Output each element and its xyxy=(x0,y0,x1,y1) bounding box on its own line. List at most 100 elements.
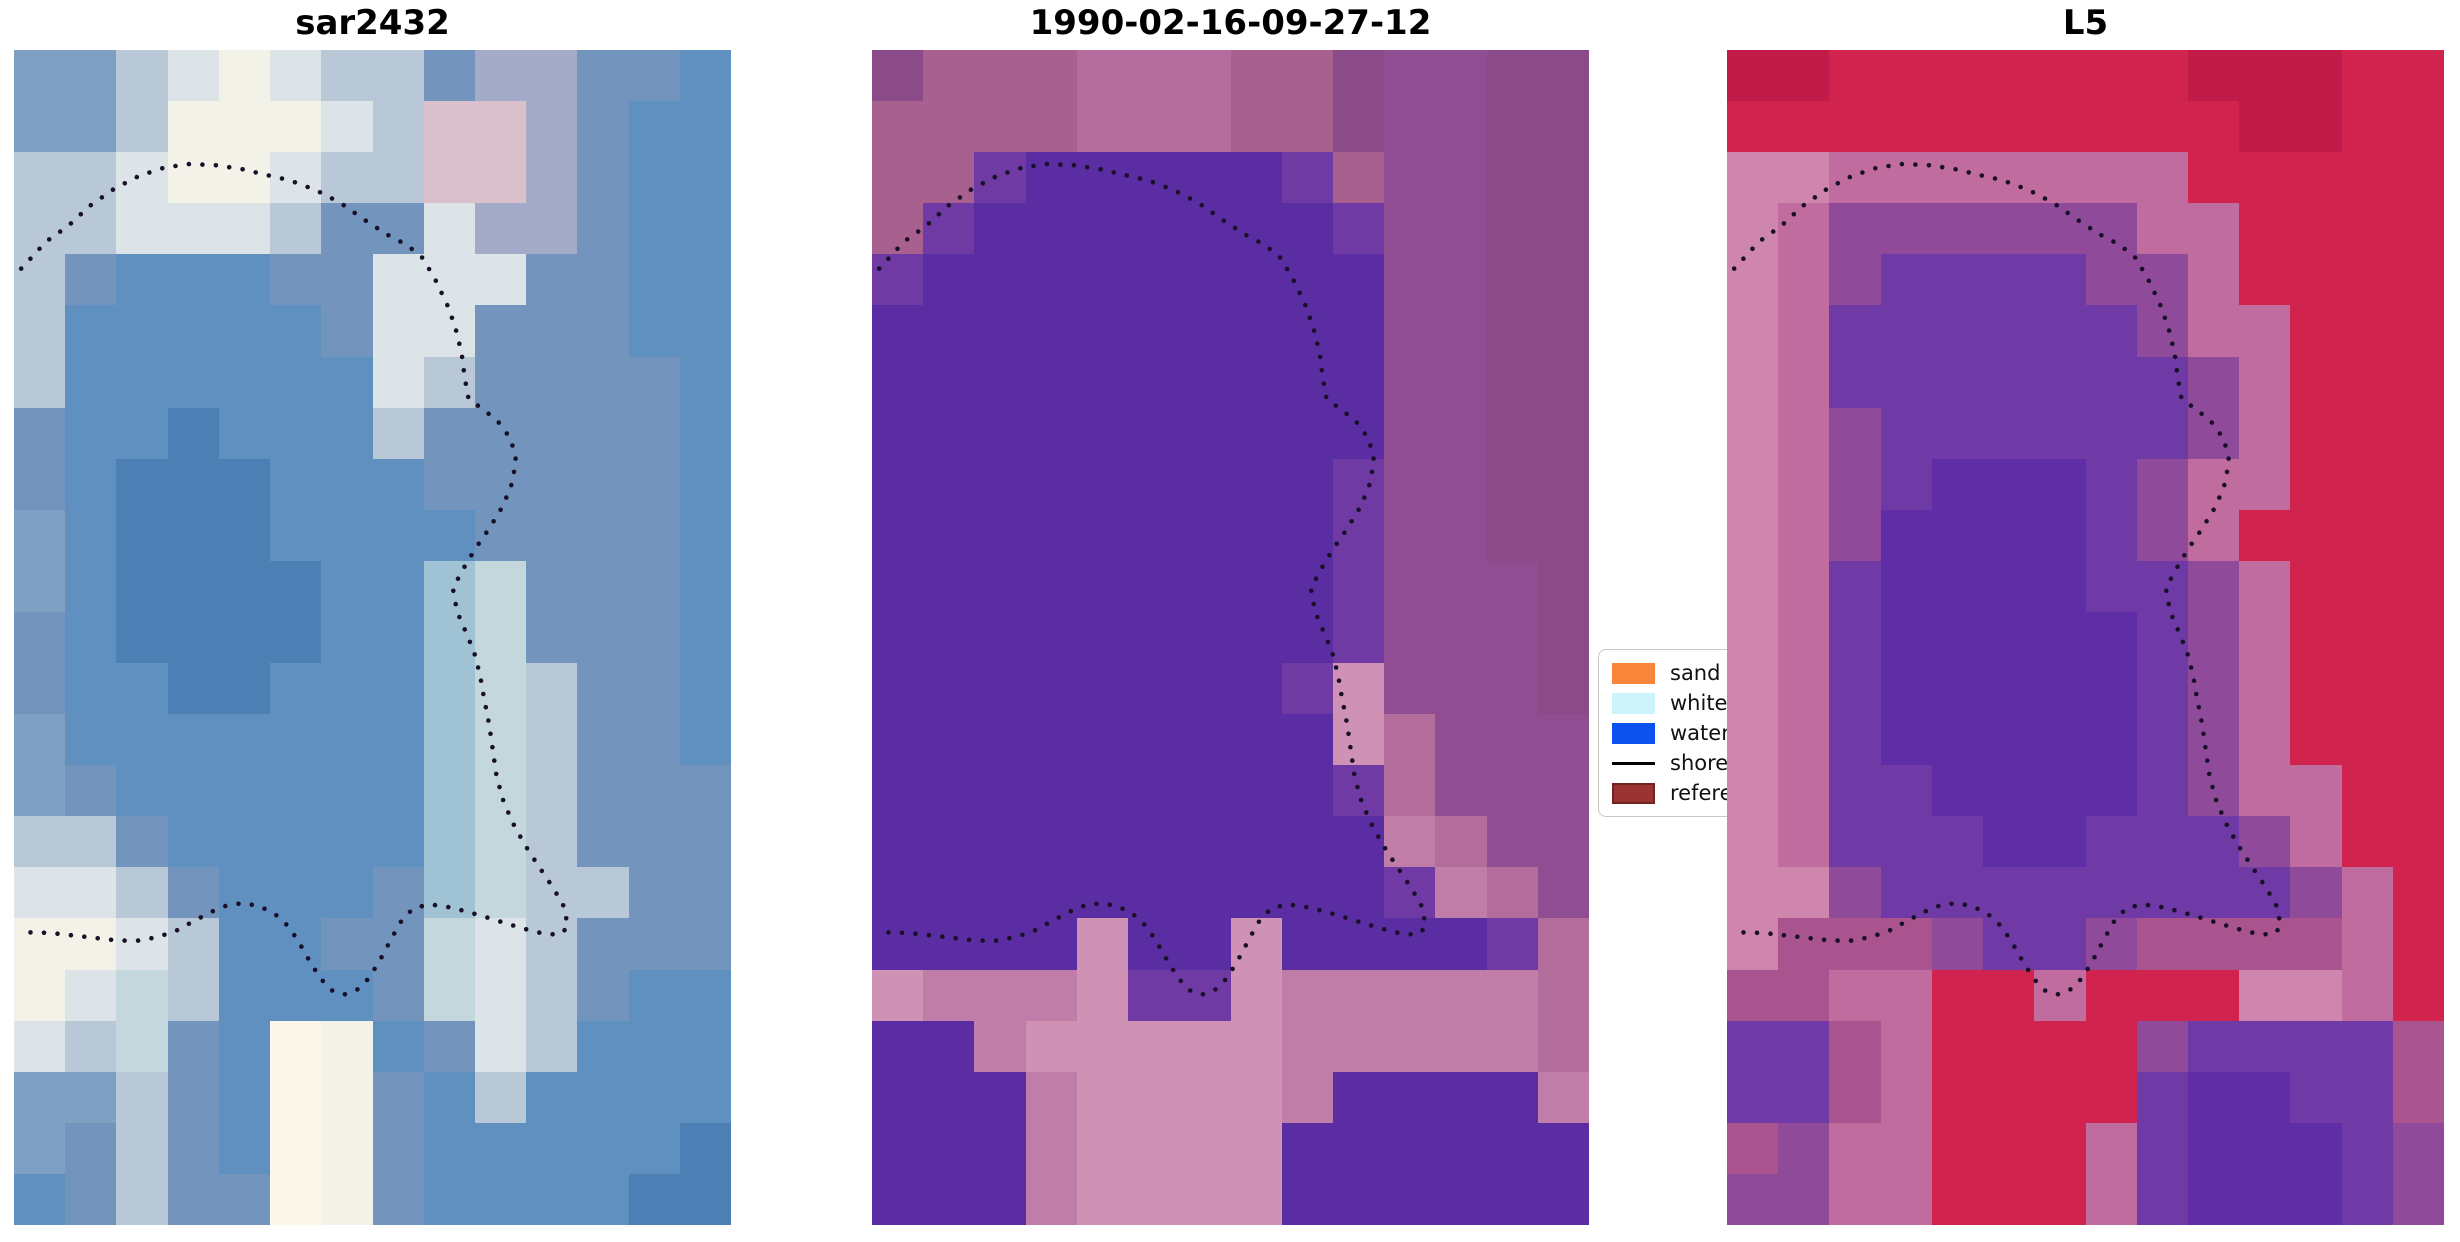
shoreline-dot xyxy=(342,992,348,997)
shoreline-dot xyxy=(513,456,518,461)
legend-label: sand xyxy=(1670,661,1721,685)
shoreline-dot xyxy=(1311,328,1317,333)
shoreline-dot xyxy=(2018,956,2024,961)
shoreline-dot xyxy=(936,211,942,217)
shoreline-dot xyxy=(1213,987,1218,992)
shoreline-dot xyxy=(1221,218,1227,223)
shoreline-dot xyxy=(539,868,545,874)
shoreline-dot xyxy=(186,161,192,167)
shoreline-dot xyxy=(1319,368,1325,373)
shoreline-dot xyxy=(1187,196,1193,201)
shoreline-dot xyxy=(1418,903,1424,908)
shoreline-dot xyxy=(299,944,304,949)
shoreline-dot xyxy=(1421,916,1427,921)
shoreline-dot xyxy=(198,915,204,920)
shoreline-dot xyxy=(1244,233,1249,238)
shoreline-dot xyxy=(476,541,482,547)
shoreline-dot xyxy=(532,857,537,862)
shoreline-dot xyxy=(2146,278,2152,283)
pixel-grid xyxy=(14,50,731,1225)
panel-image-l5 xyxy=(1727,50,2444,1225)
shoreline-dot xyxy=(46,237,52,242)
shoreline-dot xyxy=(1369,469,1375,475)
shoreline-dot xyxy=(1368,923,1374,928)
shoreline-dot xyxy=(1395,930,1400,935)
legend-line-swatch xyxy=(1612,761,1655,765)
shoreline-dot xyxy=(1325,639,1331,645)
shoreline-dot xyxy=(886,256,891,261)
shoreline-dot xyxy=(41,930,47,936)
shoreline-dot xyxy=(451,588,456,594)
shoreline-dot xyxy=(200,162,205,167)
shoreline-dot xyxy=(1368,443,1373,448)
shoreline-dot xyxy=(524,846,530,851)
shoreline-dot xyxy=(1107,902,1113,907)
shoreline-dot xyxy=(462,564,467,570)
shoreline-dot xyxy=(895,246,900,252)
shoreline-dot xyxy=(1362,431,1368,436)
shoreline-dot xyxy=(1381,927,1387,932)
shoreline-dot xyxy=(490,744,495,750)
shoreline-dot xyxy=(379,955,384,960)
shoreline-dot xyxy=(1913,162,1918,167)
shoreline-dot xyxy=(1979,173,1985,178)
shoreline-dot xyxy=(2185,652,2190,657)
shoreline-dot xyxy=(2166,601,2171,607)
shoreline-dot xyxy=(1336,678,1342,683)
shoreline-dot xyxy=(1307,315,1313,321)
shoreline-dot xyxy=(1323,394,1329,400)
shoreline-dot xyxy=(386,233,391,238)
shoreline-dot xyxy=(173,163,178,169)
shoreline-dot xyxy=(504,431,510,436)
shoreline-dot xyxy=(457,341,462,347)
shoreline-dot xyxy=(236,901,241,907)
shoreline-dot xyxy=(2175,627,2180,632)
shoreline-dot xyxy=(1178,978,1184,984)
shoreline-dot xyxy=(1320,627,1325,632)
shoreline-dot xyxy=(510,443,515,448)
shoreline-dot xyxy=(1362,495,1367,500)
shoreline-dot xyxy=(78,211,84,217)
shoreline-dot xyxy=(2180,639,2186,645)
shoreline-dot xyxy=(1031,163,1036,169)
shoreline-dot xyxy=(28,930,33,935)
shoreline-dot xyxy=(462,627,468,632)
shoreline-dot xyxy=(1949,901,1954,907)
shoreline-dot xyxy=(1356,507,1361,513)
shoreline-dot xyxy=(2267,891,2272,896)
shoreline-dot xyxy=(1847,174,1853,180)
shoreline-dot xyxy=(2224,822,2230,828)
shoreline-dot xyxy=(1781,221,1787,226)
shoreline-dot xyxy=(1899,161,1905,167)
shoreline-dot xyxy=(398,919,404,925)
shoreline-dot xyxy=(2055,992,2061,997)
shoreline-dot xyxy=(1124,173,1130,178)
shoreline-dot xyxy=(292,932,297,938)
shoreline-dot xyxy=(1170,967,1176,973)
shoreline-dot xyxy=(1150,180,1156,185)
shoreline-dot xyxy=(1731,266,1737,271)
shoreline-dot xyxy=(554,891,559,896)
shoreline-dot xyxy=(1333,403,1339,408)
shoreline-dot xyxy=(504,495,509,500)
shoreline-dot xyxy=(2042,988,2048,993)
shoreline-dot xyxy=(980,938,985,943)
shoreline-dot xyxy=(95,936,100,941)
shoreline-dot xyxy=(1886,163,1891,169)
shoreline-dot xyxy=(374,225,380,231)
shoreline-dot xyxy=(1342,530,1347,535)
legend-patch-swatch xyxy=(1612,692,1655,714)
shoreline-dot xyxy=(147,170,152,175)
shoreline-dot xyxy=(284,922,289,927)
shoreline-dot xyxy=(1997,922,2002,927)
shoreline-dot xyxy=(493,771,499,777)
shoreline-dot xyxy=(2145,902,2151,908)
shoreline-dot xyxy=(2025,967,2031,973)
shoreline-dot xyxy=(432,902,438,908)
shoreline-dot xyxy=(1351,771,1357,777)
shoreline-dot xyxy=(488,731,493,737)
shoreline-dot xyxy=(993,938,999,943)
shoreline-dot xyxy=(2275,927,2280,933)
shoreline-dot xyxy=(2224,469,2230,475)
shoreline-dot xyxy=(1808,936,1813,941)
